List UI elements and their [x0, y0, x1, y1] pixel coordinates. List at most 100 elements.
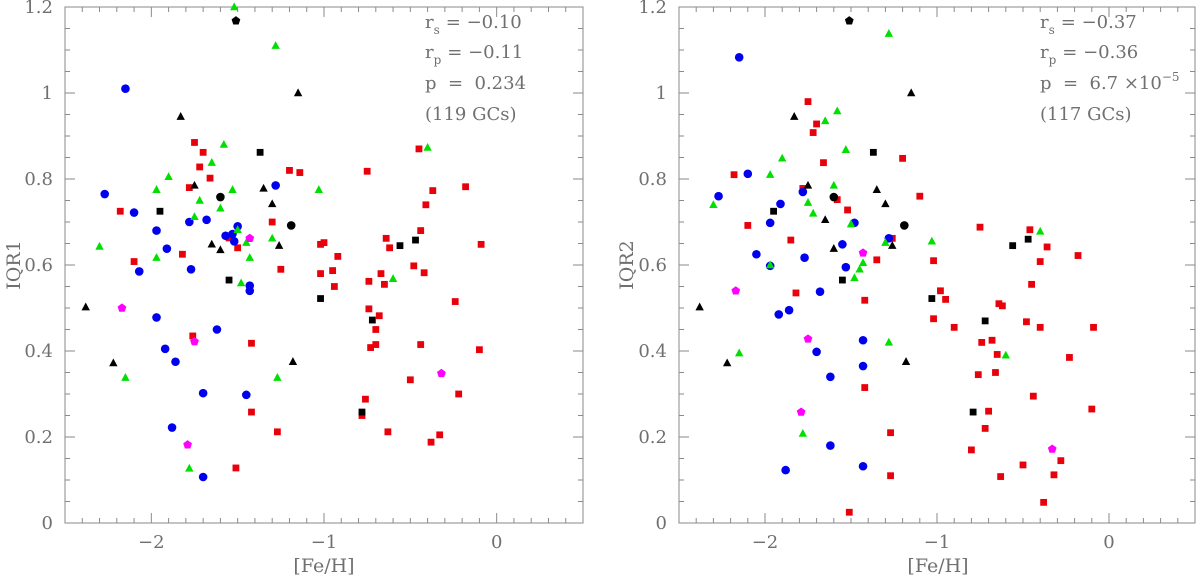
x-axis-title: [Fe/H] [907, 555, 968, 577]
data-point-green-triangle [228, 185, 237, 193]
data-point-magenta-pentagon [117, 303, 127, 312]
data-point-red-square [985, 407, 992, 415]
data-point-red-square [1088, 405, 1096, 413]
data-point-red-square [417, 341, 425, 348]
rs-subscript: s [1049, 23, 1055, 37]
data-point-blue-circle [800, 253, 809, 262]
data-point-red-square [978, 339, 986, 346]
data-point-blue-circle [812, 347, 821, 357]
data-point-blue-circle [160, 344, 170, 354]
data-point-black-triangle [829, 244, 838, 252]
data-point-red-square [365, 305, 373, 313]
data-point-red-square [1040, 498, 1048, 506]
data-point-red-square [744, 222, 752, 229]
data-point-red-square [372, 341, 380, 348]
data-point-green-triangle [219, 140, 229, 148]
data-point-red-square [372, 326, 380, 333]
data-point-green-triangle [829, 180, 838, 189]
data-point-red-square [455, 390, 463, 398]
data-point-blue-circle [858, 461, 868, 471]
data-point-green-triangle [846, 219, 856, 228]
y-tick-label: 0.2 [638, 427, 667, 448]
y-tick-label: 0 [656, 513, 667, 534]
data-point-magenta-pentagon [437, 368, 446, 378]
data-point-green-triangle [314, 185, 324, 193]
scatter-panel-iqr2: −2 −1 0 0 0.2 0.4 0.6 0.8 1 1.2 [Fe/H] IQR2 rs = −… [616, 0, 1196, 577]
y-tick-label: 1.2 [24, 0, 53, 18]
data-point-magenta-pentagon [1047, 444, 1057, 453]
data-point-blue-circle [167, 423, 177, 432]
data-point-red-square [422, 201, 430, 209]
data-point-red-square [804, 98, 812, 105]
data-point-black-square [358, 408, 366, 416]
data-point-red-square [988, 336, 996, 344]
data-point-red-square [861, 384, 869, 391]
data-point-black-pentagon [844, 16, 854, 25]
data-point-blue-circle [776, 199, 785, 209]
data-point-red-square [997, 473, 1005, 480]
data-point-red-square [992, 369, 999, 376]
data-point-green-triangle [821, 116, 830, 125]
rp-value: = −0.11 [447, 42, 523, 63]
data-point-red-square [930, 315, 937, 323]
data-point-black-triangle [803, 180, 813, 189]
y-tick-label: 0.8 [24, 169, 53, 190]
data-point-blue-circle [134, 267, 144, 276]
data-point-red-square [199, 148, 207, 156]
data-point-red-square [968, 446, 975, 454]
data-point-red-square [976, 223, 984, 231]
data-point-red-square [296, 169, 304, 176]
data-point-blue-circle [129, 208, 139, 217]
data-point-black-triangle [81, 302, 90, 311]
data-point-red-square [462, 183, 469, 191]
data-point-black-circle [216, 192, 225, 202]
scatter-panel-iqr1: −2 −1 0 0 0.2 0.4 0.6 0.8 1 1.2 [Fe/H] IQR1 rs = −… [3, 0, 584, 577]
data-point-red-square [191, 139, 198, 146]
data-point-black-triangle [288, 357, 298, 365]
data-point-red-square [206, 174, 214, 182]
data-points [81, 2, 485, 482]
data-point-black-square [225, 276, 233, 284]
data-point-red-square [998, 302, 1006, 310]
data-point-red-square [273, 428, 281, 436]
data-point-green-triangle [803, 198, 813, 206]
data-point-blue-circle [815, 287, 825, 296]
data-point-blue-circle [152, 226, 161, 235]
data-point-black-square [1009, 242, 1017, 250]
rp-subscript: p [434, 53, 442, 67]
data-point-green-triangle [765, 260, 775, 269]
data-point-red-square [420, 269, 428, 277]
data-point-black-square [969, 408, 977, 416]
data-point-red-square [873, 256, 881, 264]
data-point-red-square [730, 171, 738, 179]
data-point-black-square [256, 148, 264, 156]
data-point-red-square [386, 244, 394, 252]
data-point-black-square [981, 317, 989, 325]
data-point-red-square [820, 159, 827, 167]
data-point-blue-circle [271, 181, 280, 190]
data-point-red-square [429, 187, 437, 195]
data-point-red-square [320, 239, 328, 247]
data-point-red-square [993, 351, 1001, 358]
data-point-magenta-pentagon [245, 233, 255, 243]
data-point-red-square [950, 323, 958, 331]
data-point-red-square [234, 244, 242, 252]
stats-box: rs = −0.10 rp = −0.11 p = 0.234 (119 GCs) [425, 12, 526, 125]
data-point-blue-circle [841, 262, 851, 272]
data-point-black-square [869, 148, 877, 156]
data-point-red-square [362, 395, 369, 403]
data-point-red-square [1066, 354, 1073, 361]
data-point-green-triangle [798, 428, 808, 437]
y-tick-label: 0.4 [638, 341, 667, 362]
data-point-red-square [232, 464, 240, 472]
data-point-green-triangle [242, 238, 251, 246]
data-point-blue-circle [100, 189, 110, 199]
data-point-blue-circle [743, 169, 753, 179]
data-point-red-square [813, 120, 820, 128]
data-point-green-triangle [858, 258, 868, 267]
data-point-black-triangle [274, 241, 284, 249]
data-point-black-triangle [907, 88, 916, 97]
data-point-green-triangle [245, 253, 254, 261]
data-point-black-triangle [901, 357, 911, 365]
